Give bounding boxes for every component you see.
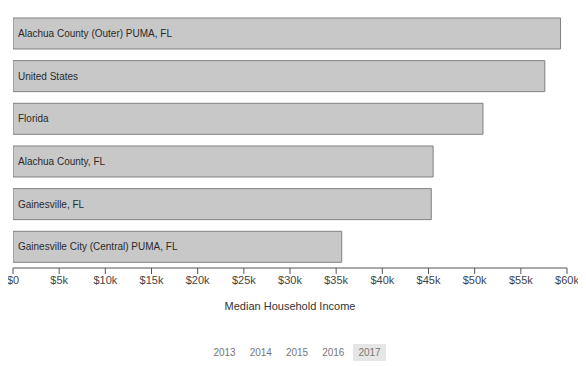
svg-text:$50k: $50k [463,274,487,286]
html-text:2017: 2017 [358,347,381,358]
svg-text:$5k: $5k [50,274,68,286]
svg-text:Alachua County (Outer) PUMA, F: Alachua County (Outer) PUMA, FL [18,28,172,39]
svg-text:$0: $0 [8,274,19,286]
svg-text:Alachua County, FL: Alachua County, FL [18,156,106,167]
svg-text:$15k: $15k [140,274,164,286]
svg-text:$60k: $60k [555,274,578,286]
svg-text:$30k: $30k [278,274,302,286]
svg-text:Gainesville City (Central) PUM: Gainesville City (Central) PUMA, FL [18,241,178,252]
svg-text:Florida: Florida [18,113,49,124]
svg-text:Median Household Income: Median Household Income [225,300,356,312]
svg-text:$35k: $35k [324,274,348,286]
svg-text:$10k: $10k [93,274,117,286]
svg-text:Gainesville, FL: Gainesville, FL [18,199,85,210]
html-text:2013: 2013 [213,347,236,358]
html-text:2016: 2016 [322,347,345,358]
html-text:2015: 2015 [285,347,309,358]
html-text:2014: 2014 [249,347,272,358]
svg-text:$55k: $55k [509,274,533,286]
svg-text:United States: United States [18,71,78,82]
svg-text:$40k: $40k [370,274,394,286]
svg-text:$25k: $25k [232,274,256,286]
svg-text:$45k: $45k [417,274,441,286]
svg-text:$20k: $20k [186,274,210,286]
